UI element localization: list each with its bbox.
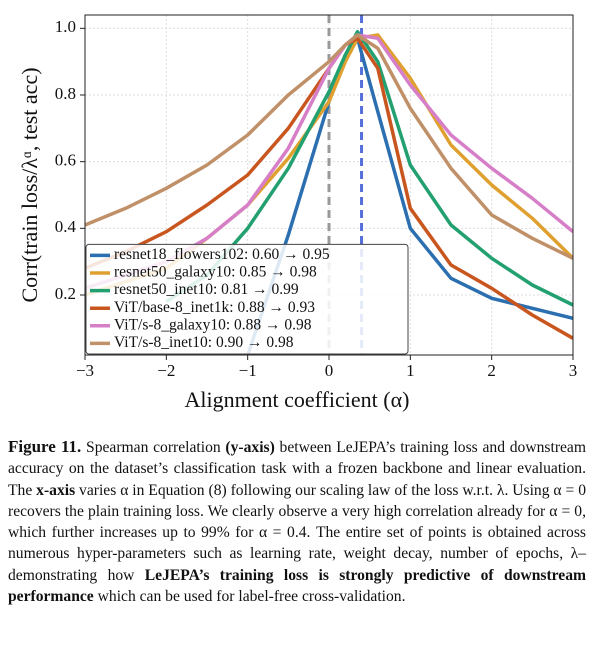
y-tick-label: 0.4 <box>55 217 77 236</box>
series-line <box>165 29 573 307</box>
axes-frame <box>84 14 574 356</box>
figure-label: Figure 11. <box>8 437 82 456</box>
legend-label: resnet50_galaxy10: 0.85 → 0.98 <box>114 264 317 281</box>
x-tick-label: 1 <box>406 361 415 380</box>
series-line <box>246 36 573 355</box>
plot-area <box>85 15 573 355</box>
x-axis-label: Alignment coefficient (α) <box>185 387 410 412</box>
y-tick-label: 0.8 <box>55 84 76 103</box>
caption-text: which can be used for label-free cross-v… <box>93 588 406 606</box>
caption-bold-text: LeJEPA’s training loss is strongly predi… <box>8 566 586 606</box>
x-tick-label: −2 <box>157 361 175 380</box>
y-axis-label: Corr(train loss/λᵅ, test acc) <box>17 67 42 302</box>
legend-label: ViT/s-8_inet10: 0.90 → 0.98 <box>114 334 294 351</box>
x-tick-label: 2 <box>487 361 496 380</box>
legend-label: resnet50_inet10: 0.81 → 0.99 <box>114 281 299 298</box>
x-tick-label: −1 <box>239 361 257 380</box>
caption-text: between LeJEPA’s training loss and downs… <box>8 439 586 499</box>
y-tick-label: 0.2 <box>55 284 76 303</box>
series-line <box>85 33 573 260</box>
x-tick-label: −3 <box>76 361 94 380</box>
y-tick-label: 1.0 <box>55 17 76 36</box>
legend-box <box>85 243 409 355</box>
caption-text: Spearman correlation <box>81 439 226 456</box>
y-tick-label: 0.6 <box>55 151 76 170</box>
x-tick-label: 0 <box>325 361 334 380</box>
caption-text: varies α in Equation (8) following our s… <box>8 481 586 584</box>
legend-label: ViT/base-8_inet1k: 0.88 → 0.93 <box>114 299 315 316</box>
legend-label: resnet18_flowers102: 0.60 → 0.95 <box>114 246 330 263</box>
caption-bold-text: (y-axis) <box>225 439 275 456</box>
caption: Figure 11. Spearman correlation (y-axis)… <box>8 436 586 607</box>
legend-label: ViT/s-8_galaxy10: 0.88 → 0.98 <box>114 316 312 333</box>
caption-bold-text: x-axis <box>36 481 76 499</box>
x-tick-label: 3 <box>569 361 578 380</box>
chart: Alignment coefficient (α) Corr(train los… <box>17 14 578 412</box>
